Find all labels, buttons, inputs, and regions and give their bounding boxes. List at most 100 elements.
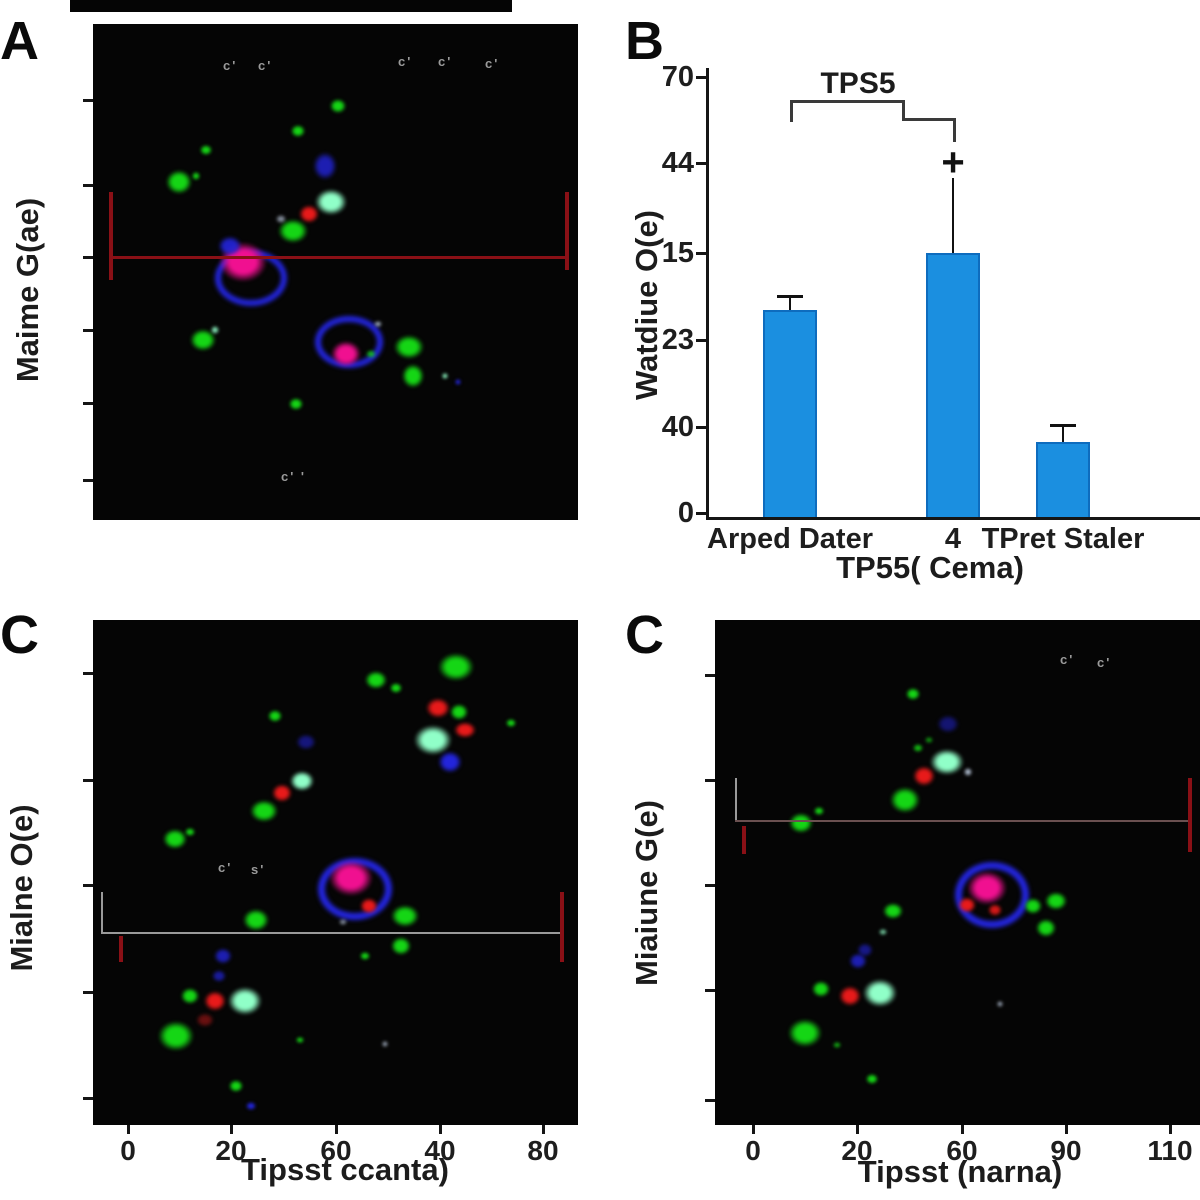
panel-b-y-tick-mark	[696, 512, 707, 515]
fluorescence-blob	[212, 970, 226, 982]
panel-c1-letter: C	[0, 605, 39, 665]
panel-a-y-tick-mark	[83, 329, 94, 332]
fluorescence-blob	[214, 948, 232, 964]
fluorescence-blob	[442, 373, 448, 379]
panel-b-y-tick-mark	[696, 76, 707, 79]
fluorescence-blob	[1045, 892, 1067, 910]
fluorescence-blob	[414, 725, 452, 755]
fluorescence-blob	[391, 937, 411, 955]
fluorescence-blob	[296, 1037, 304, 1043]
panel-b-y-tick-mark	[696, 162, 707, 165]
significance-bracket-line	[902, 100, 905, 118]
panel-b-letter: B	[625, 11, 664, 71]
significance-bracket-line	[953, 118, 956, 142]
fluorescence-blob	[163, 829, 187, 849]
panel-c1-y-tick-mark	[83, 672, 94, 675]
fluorescence-blob	[228, 987, 262, 1015]
fluorescence-blob	[814, 807, 824, 815]
panel-c1-x-tick-label: 60	[320, 1135, 352, 1166]
fluorescence-blob	[988, 904, 1002, 916]
scale-annotation-line	[560, 892, 564, 962]
fluorescence-blob	[166, 170, 192, 194]
fluorescence-blob	[454, 722, 476, 738]
fluorescence-blob	[290, 771, 314, 791]
panel-c1-x-tick-mark	[542, 1125, 545, 1134]
panel-c2-y-tick-mark	[705, 989, 716, 992]
panel-c1-x-tick-label: 20	[215, 1135, 247, 1166]
panel-a-y-tick-mark	[83, 184, 94, 187]
panel-c2-x-tick-mark	[1065, 1125, 1068, 1134]
fluorescence-blob	[913, 766, 935, 786]
panel-b-y-tick-label: 23	[661, 324, 694, 356]
cropped-panel-strip	[70, 0, 512, 12]
panel-c1-x-tick-label: 0	[120, 1135, 136, 1166]
fluorescence-blob	[937, 715, 959, 733]
fluorescence-blob	[925, 737, 933, 743]
fluorescence-blob	[997, 1001, 1003, 1007]
bar-category-label: Arped Dater	[707, 523, 873, 555]
panel-c2-y-tick-mark	[705, 674, 716, 677]
fluorescence-blob	[964, 768, 972, 776]
panel-c2-x-tick-label: 90	[1050, 1135, 1082, 1166]
fluorescence-blob	[833, 1042, 841, 1048]
significance-bracket-line	[790, 100, 793, 122]
fluorescence-blob	[391, 905, 419, 927]
panel-c2-y-tick-mark	[705, 884, 716, 887]
fluorescence-blob	[394, 335, 424, 359]
fluorescence-blob	[204, 991, 226, 1011]
scale-annotation-line	[119, 936, 123, 962]
bar	[763, 310, 817, 517]
scale-annotation-line	[109, 192, 113, 280]
fluorescence-blob	[185, 828, 195, 836]
panel-b-y-tick-label: 40	[661, 411, 694, 443]
panel-a-y-tick-mark	[83, 479, 94, 482]
panel-c2-y-tick-mark	[705, 779, 716, 782]
scale-annotation-line	[101, 932, 563, 934]
error-bar-cap	[1050, 424, 1076, 427]
fluorescence-blob	[426, 698, 450, 718]
fluorescence-blob	[879, 929, 887, 935]
significance-plus-marker: +	[941, 140, 965, 185]
fluorescence-blob	[366, 350, 376, 358]
panel-b-x-axis-line	[706, 517, 1200, 520]
panel-b-y-tick-label: 15	[661, 237, 694, 269]
scale-annotation-line	[565, 192, 569, 270]
fluorescence-blob	[849, 953, 867, 969]
fluorescence-blob	[289, 398, 303, 410]
fluorescence-blob	[278, 219, 308, 243]
fluorescence-blob	[913, 744, 923, 752]
cell-ring-blob	[955, 862, 1029, 928]
scale-annotation-line	[109, 256, 569, 259]
tiny-gray-mark: c'	[438, 54, 453, 69]
fluorescence-blob	[330, 99, 346, 113]
panel-c1-x-tick-mark	[127, 1125, 130, 1134]
fluorescence-blob	[438, 653, 474, 681]
error-bar-whisker	[952, 178, 954, 253]
fluorescence-blob	[1024, 898, 1042, 914]
panel-c2-x-tick-label: 110	[1147, 1135, 1193, 1166]
bar-category-label: TPret Staler	[981, 523, 1145, 555]
fluorescence-blob	[190, 329, 216, 351]
tiny-gray-mark: c'	[1097, 655, 1112, 670]
panel-c2-x-tick-mark	[961, 1125, 964, 1134]
fluorescence-blob	[268, 710, 282, 722]
panel-b-y-tick-mark	[696, 339, 707, 342]
error-bar-whisker	[789, 297, 791, 310]
panel-a-y-axis-title: Maime G(ae)	[10, 197, 45, 383]
fluorescence-blob	[438, 751, 462, 773]
fluorescence-blob	[374, 321, 382, 327]
fluorescence-blob	[250, 800, 278, 822]
panel-c1-y-tick-mark	[83, 991, 94, 994]
fluorescence-blob	[200, 145, 212, 155]
error-bar-whisker	[1062, 426, 1064, 442]
panel-c1-x-tick-label: 40	[424, 1135, 456, 1166]
panel-c1-x-tick-mark	[335, 1125, 338, 1134]
panel-c1-x-tick-label: 80	[527, 1135, 559, 1166]
fluorescence-blob	[196, 1013, 214, 1027]
tiny-gray-mark: c'	[1060, 652, 1075, 667]
fluorescence-blob	[211, 326, 219, 334]
fluorescence-blob	[181, 988, 199, 1004]
fluorescence-blob	[272, 784, 292, 802]
panel-c2-microscopy-image: c'c''	[715, 620, 1200, 1125]
